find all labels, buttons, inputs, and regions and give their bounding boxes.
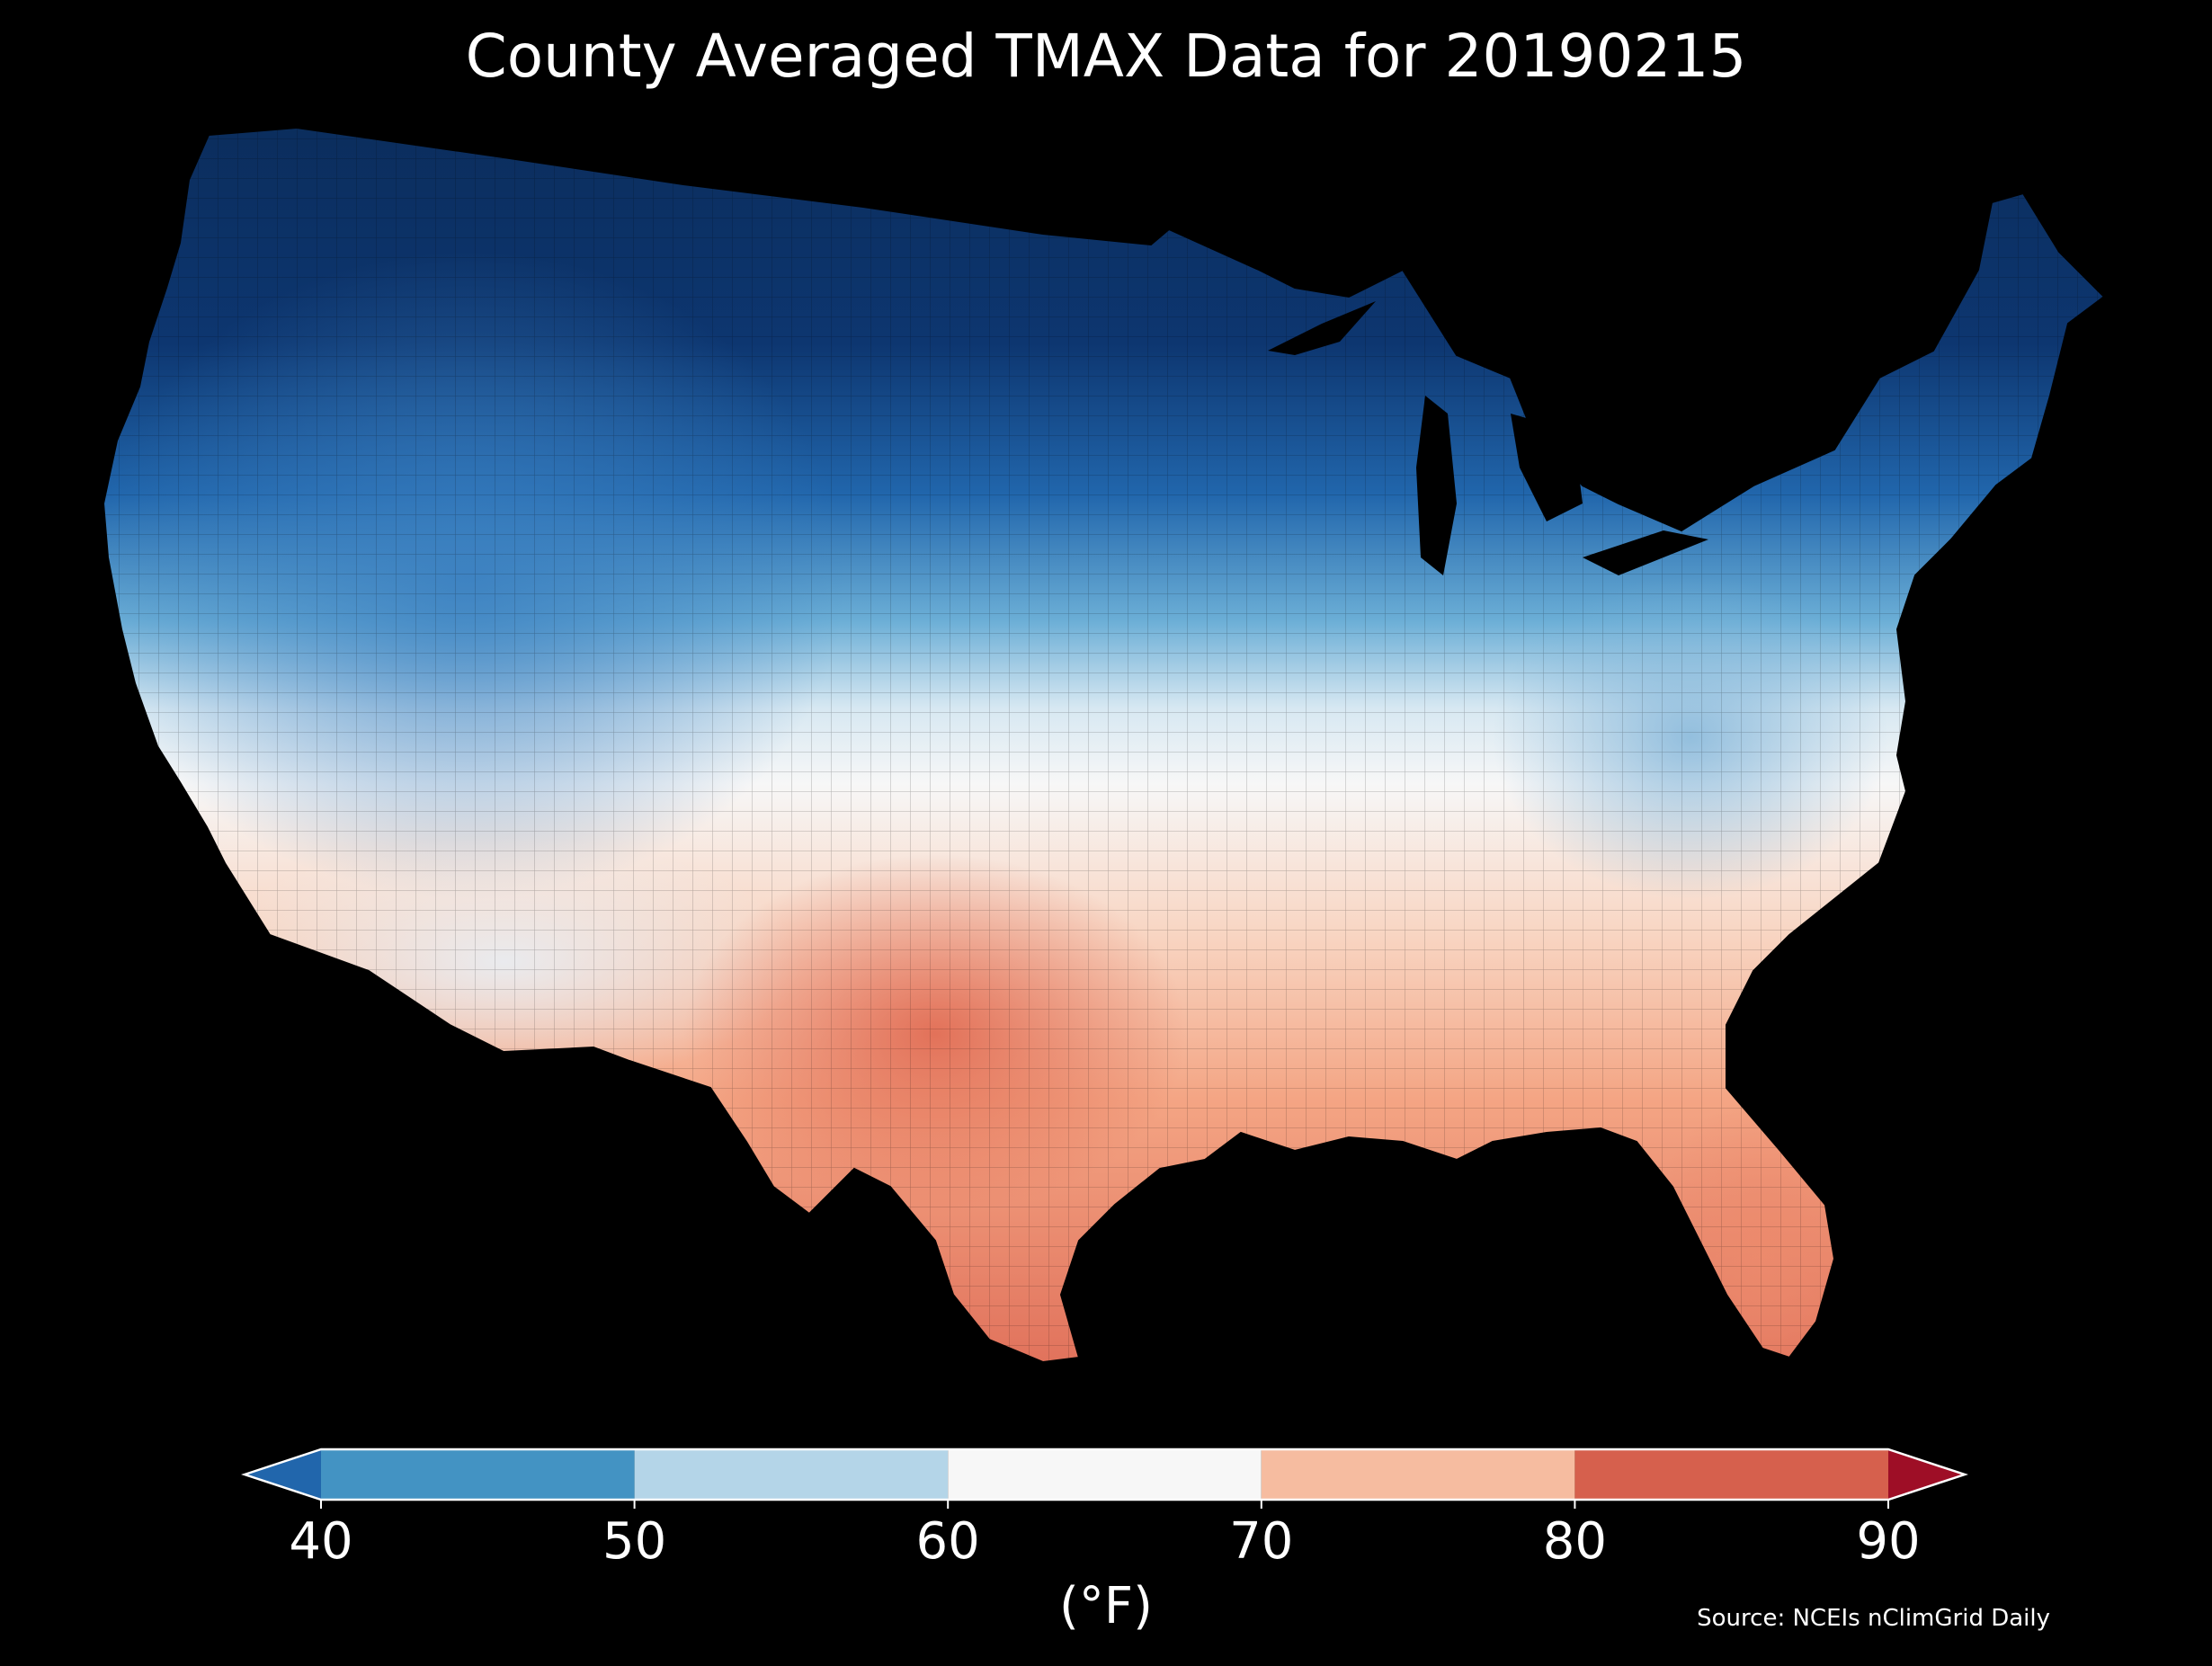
colorbar-tick-label: 80	[1542, 1512, 1608, 1571]
colorbar-tick-label: 60	[915, 1512, 980, 1571]
colorbar-bin	[1261, 1449, 1575, 1500]
colorbar-unit-label: (°F)	[1059, 1577, 1153, 1635]
lake-erie	[1583, 530, 1708, 575]
map-title: County Averaged TMAX Data for 20190215	[465, 22, 1747, 91]
lake-superior	[1268, 301, 1376, 355]
lake-michigan	[1416, 396, 1457, 575]
lake-huron	[1511, 414, 1583, 521]
colorbar-extend-low	[245, 1449, 321, 1500]
source-credit: Source: NCEIs nClimGrid Daily	[1697, 1605, 2050, 1632]
colorbar-tick-label: 50	[602, 1512, 667, 1571]
colorbar-bin	[1574, 1449, 1888, 1500]
colorbar-tick-label: 40	[289, 1512, 353, 1571]
colorbar-bin	[634, 1449, 949, 1500]
colorbar-bin	[948, 1449, 1262, 1500]
colorbar-bins	[241, 1448, 1968, 1509]
colorbar-extend-high	[1888, 1449, 1965, 1500]
colorbar-tick-label: 70	[1229, 1512, 1294, 1571]
colorbar-tick-label: 90	[1856, 1512, 1921, 1571]
colorbar-bin	[321, 1449, 635, 1500]
